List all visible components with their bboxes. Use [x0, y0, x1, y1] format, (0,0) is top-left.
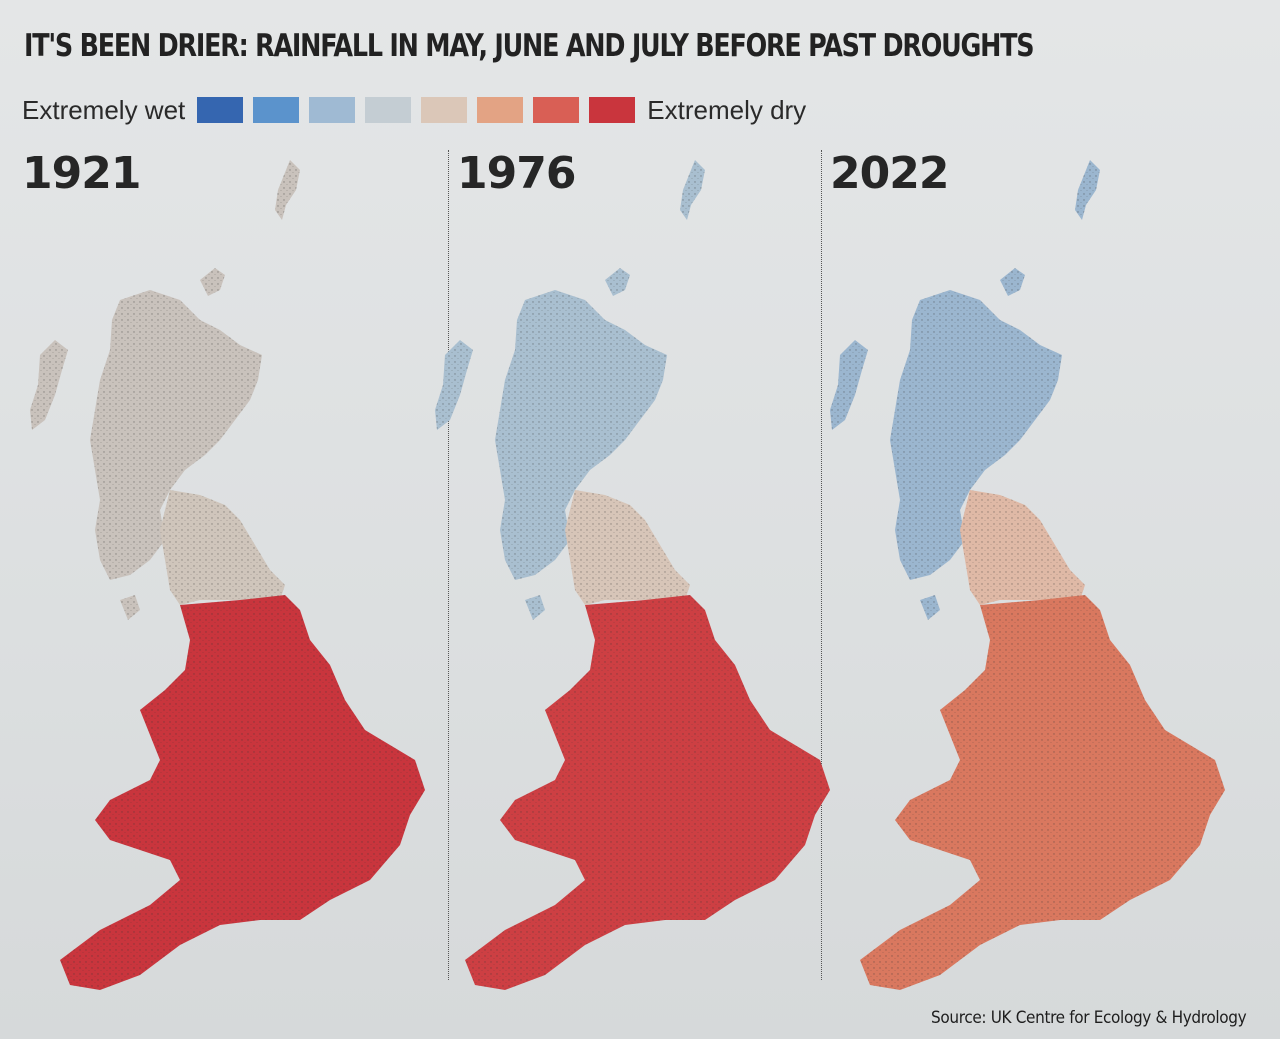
outer-hebrides-texture — [30, 340, 68, 430]
orkney-islands-texture — [200, 268, 225, 296]
legend-wet-label: Extremely wet — [22, 94, 186, 125]
source-credit: Source: UK Centre for Ecology & Hydrolog… — [930, 1008, 1247, 1028]
shetland-islands-texture — [275, 160, 300, 220]
islay-island-texture — [525, 595, 545, 620]
uk-map-1976 — [435, 160, 830, 990]
legend-swatch — [589, 97, 636, 123]
legend-swatch — [309, 97, 356, 123]
orkney-islands-texture — [1000, 268, 1025, 296]
orkney-islands-texture — [605, 268, 630, 296]
northern-england-region-texture — [160, 490, 285, 605]
shetland-islands-texture — [680, 160, 705, 220]
year-label: 1976 — [457, 148, 576, 199]
chart-title: IT'S BEEN DRIER: RAINFALL IN MAY, JUNE A… — [24, 28, 1035, 64]
legend-swatch — [253, 97, 300, 123]
southern-england-wales-region-texture — [860, 595, 1225, 990]
shetland-islands-texture — [1075, 160, 1100, 220]
scotland-region-texture — [495, 290, 667, 580]
southern-england-wales-region-texture — [60, 595, 425, 990]
panel-divider — [448, 150, 449, 980]
year-label: 1921 — [22, 148, 141, 199]
islay-island-texture — [120, 595, 140, 620]
northern-england-region-texture — [565, 490, 690, 605]
uk-map-1921 — [30, 160, 425, 990]
outer-hebrides-texture — [830, 340, 868, 430]
outer-hebrides-texture — [435, 340, 473, 430]
rainfall-legend: Extremely wet Extremely dry — [22, 94, 806, 126]
scotland-region-texture — [90, 290, 262, 580]
legend-swatch — [477, 97, 524, 123]
legend-swatches — [197, 97, 636, 123]
year-label: 2022 — [830, 148, 949, 199]
scotland-region-texture — [890, 290, 1062, 580]
southern-england-wales-region-texture — [465, 595, 830, 990]
legend-swatch — [365, 97, 412, 123]
legend-swatch — [197, 97, 244, 123]
northern-england-region-texture — [960, 490, 1085, 605]
panel-divider — [821, 150, 822, 980]
uk-map-2022 — [830, 160, 1225, 990]
legend-swatch — [421, 97, 468, 123]
legend-dry-label: Extremely dry — [647, 94, 807, 125]
islay-island-texture — [920, 595, 940, 620]
legend-swatch — [533, 97, 580, 123]
